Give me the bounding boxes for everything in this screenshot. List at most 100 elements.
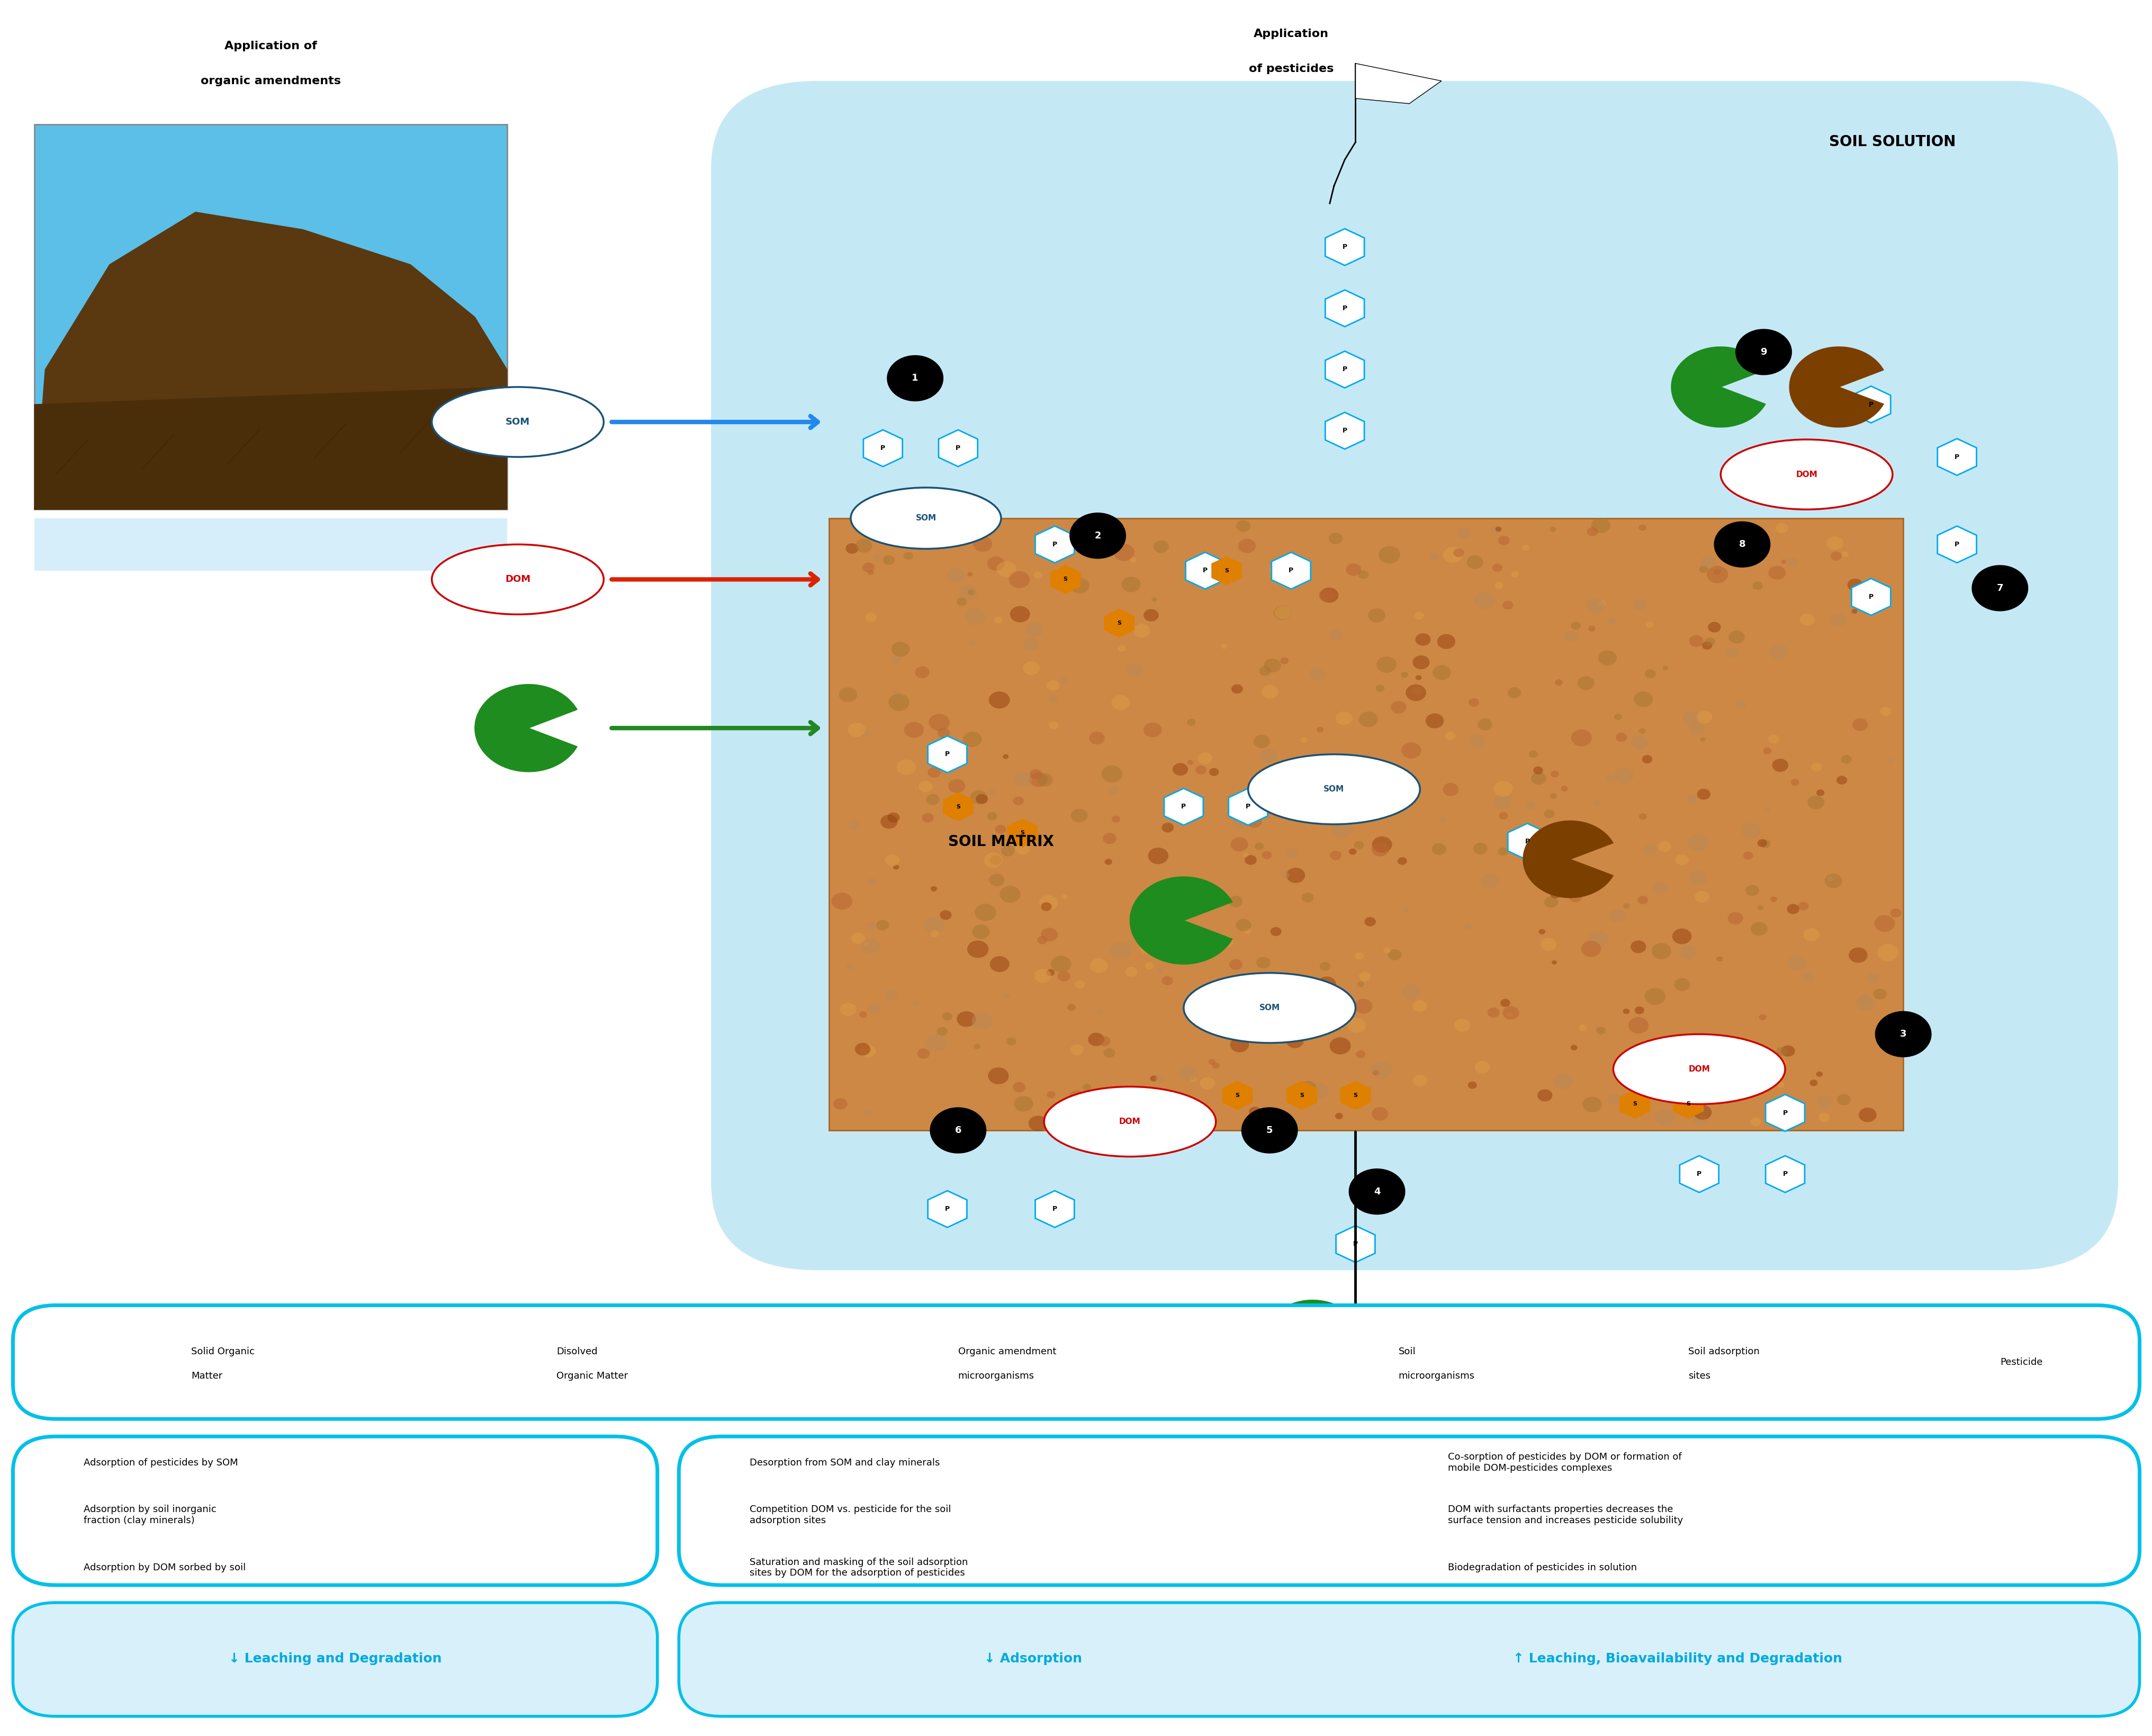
- Circle shape: [988, 691, 1009, 708]
- Circle shape: [1638, 524, 1646, 531]
- Wedge shape: [1670, 347, 1765, 427]
- Circle shape: [865, 613, 876, 621]
- Circle shape: [1689, 1038, 1702, 1049]
- Circle shape: [1328, 533, 1343, 543]
- Polygon shape: [863, 431, 902, 467]
- Circle shape: [1735, 700, 1745, 708]
- Circle shape: [1491, 564, 1502, 571]
- Text: P: P: [945, 752, 949, 757]
- Circle shape: [1597, 651, 1616, 665]
- Circle shape: [1319, 587, 1339, 602]
- Wedge shape: [1317, 1318, 1412, 1397]
- Circle shape: [1358, 712, 1377, 727]
- Wedge shape: [476, 684, 577, 773]
- Circle shape: [930, 930, 938, 937]
- Circle shape: [1158, 969, 1164, 974]
- Circle shape: [1280, 871, 1289, 878]
- Circle shape: [1102, 766, 1121, 783]
- Circle shape: [1014, 1082, 1024, 1092]
- Text: P: P: [1868, 594, 1872, 601]
- Circle shape: [919, 781, 932, 792]
- Circle shape: [1425, 713, 1444, 729]
- Circle shape: [1244, 856, 1257, 865]
- Text: SOM: SOM: [915, 514, 936, 523]
- Circle shape: [966, 941, 988, 958]
- Circle shape: [1377, 547, 1399, 564]
- Circle shape: [1855, 594, 1864, 602]
- Text: ↑ Leaching, Bioavailability and Degradation: ↑ Leaching, Bioavailability and Degradat…: [1513, 1653, 1842, 1665]
- Text: Adsorption by DOM sorbed by soil: Adsorption by DOM sorbed by soil: [84, 1562, 245, 1573]
- Circle shape: [1345, 806, 1358, 814]
- Circle shape: [1151, 597, 1156, 602]
- Circle shape: [1874, 1012, 1930, 1057]
- Circle shape: [1108, 786, 1119, 795]
- Circle shape: [1364, 917, 1375, 927]
- Circle shape: [1029, 773, 1048, 786]
- Circle shape: [30, 1552, 69, 1583]
- Text: P: P: [1246, 804, 1250, 811]
- Text: DOM: DOM: [465, 1358, 486, 1366]
- Circle shape: [1752, 582, 1762, 590]
- Circle shape: [1532, 766, 1543, 774]
- Polygon shape: [1625, 1344, 1666, 1382]
- Circle shape: [1334, 1113, 1343, 1120]
- Circle shape: [1102, 833, 1117, 844]
- Text: 6: 6: [955, 1125, 962, 1135]
- Circle shape: [1773, 1054, 1778, 1059]
- Circle shape: [1728, 911, 1743, 925]
- Circle shape: [1500, 998, 1511, 1007]
- Circle shape: [1371, 842, 1388, 856]
- Circle shape: [1691, 1109, 1709, 1123]
- Circle shape: [1014, 773, 1031, 786]
- Circle shape: [1218, 936, 1233, 948]
- Circle shape: [975, 793, 988, 804]
- Circle shape: [1511, 571, 1519, 578]
- Polygon shape: [1326, 290, 1364, 326]
- Circle shape: [962, 731, 981, 746]
- Circle shape: [1810, 1080, 1816, 1087]
- Text: S: S: [1020, 830, 1024, 835]
- Wedge shape: [1263, 1300, 1358, 1380]
- Text: 3: 3: [47, 1564, 52, 1571]
- Text: P: P: [1343, 427, 1347, 434]
- Text: P: P: [1782, 1109, 1786, 1116]
- Circle shape: [1849, 948, 1868, 963]
- Text: Competition DOM vs. pesticide for the soil
adsorption sites: Competition DOM vs. pesticide for the so…: [749, 1505, 951, 1526]
- Polygon shape: [34, 422, 508, 509]
- Circle shape: [1762, 748, 1771, 755]
- Circle shape: [1614, 767, 1633, 783]
- Circle shape: [1293, 1097, 1306, 1108]
- Circle shape: [1416, 675, 1420, 681]
- Circle shape: [1455, 1019, 1470, 1031]
- Circle shape: [1549, 526, 1556, 531]
- Circle shape: [1474, 1061, 1489, 1073]
- Circle shape: [1274, 606, 1291, 620]
- Circle shape: [1827, 877, 1834, 882]
- Circle shape: [1758, 1014, 1767, 1021]
- Circle shape: [1248, 1106, 1261, 1116]
- Circle shape: [1526, 802, 1534, 809]
- Circle shape: [1659, 1050, 1672, 1062]
- Circle shape: [1375, 656, 1397, 674]
- Circle shape: [1252, 734, 1270, 748]
- Circle shape: [1825, 873, 1842, 889]
- Circle shape: [1713, 569, 1719, 575]
- Circle shape: [1356, 1050, 1364, 1059]
- Text: 8: 8: [1739, 540, 1745, 549]
- Circle shape: [1022, 661, 1039, 675]
- Circle shape: [1085, 549, 1093, 556]
- Circle shape: [1390, 1446, 1429, 1479]
- Circle shape: [971, 790, 988, 804]
- Circle shape: [1769, 896, 1778, 903]
- Circle shape: [1689, 870, 1707, 885]
- Circle shape: [1300, 738, 1308, 743]
- Circle shape: [1298, 1000, 1313, 1010]
- Circle shape: [1261, 851, 1272, 859]
- Circle shape: [1468, 698, 1478, 707]
- Circle shape: [1836, 776, 1846, 785]
- Circle shape: [1631, 736, 1648, 750]
- Circle shape: [1014, 1095, 1033, 1111]
- Circle shape: [1067, 1003, 1076, 1010]
- Circle shape: [1571, 729, 1592, 746]
- Circle shape: [1597, 601, 1605, 606]
